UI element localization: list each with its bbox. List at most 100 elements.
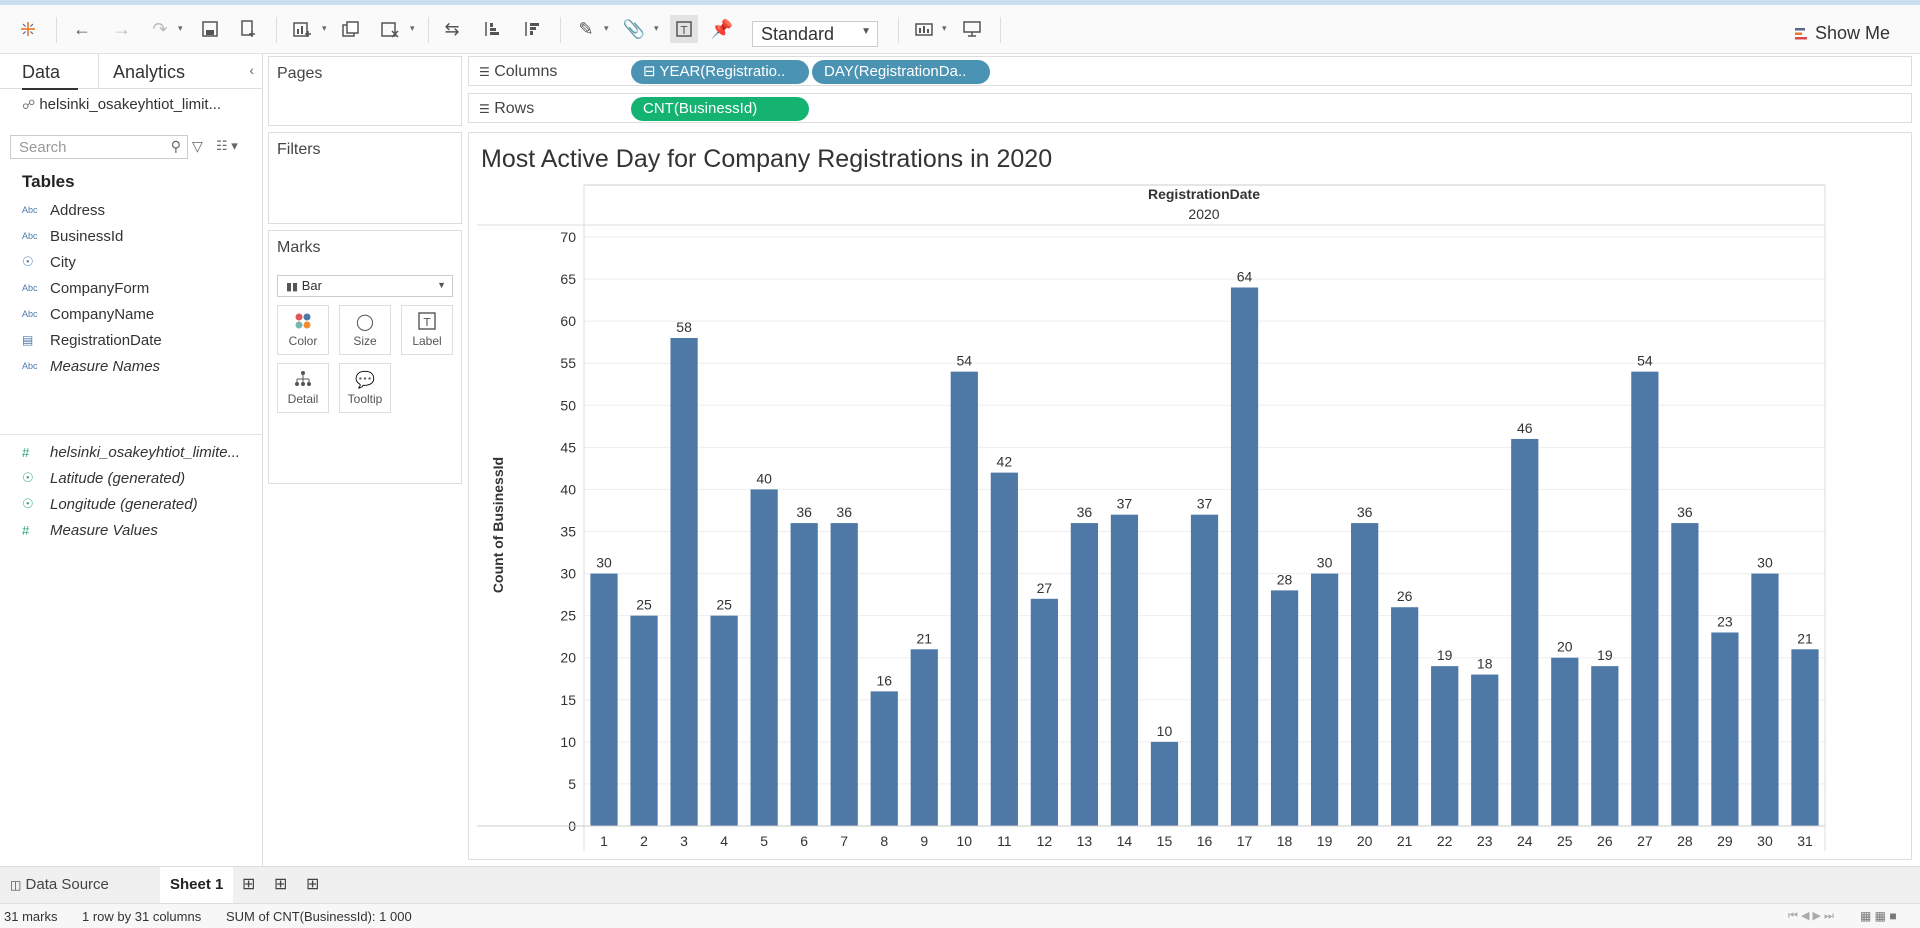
y-axis-title[interactable]: Count of BusinessId <box>490 457 506 593</box>
x-tick-label[interactable]: 2 <box>640 833 648 849</box>
size-button[interactable]: ◯ Size <box>339 305 391 355</box>
x-tick-label[interactable]: 25 <box>1557 833 1573 849</box>
x-tick-label[interactable]: 22 <box>1437 833 1453 849</box>
bar-day-29[interactable] <box>1711 632 1739 826</box>
x-tick-label[interactable]: 19 <box>1317 833 1333 849</box>
field-count-measure[interactable]: # helsinki_osakeyhtiot_limite... <box>22 440 240 464</box>
undo-icon[interactable]: ← <box>73 18 91 39</box>
bar-day-14[interactable] <box>1110 514 1139 826</box>
x-tick-label[interactable]: 15 <box>1157 833 1173 849</box>
x-tick-label[interactable]: 28 <box>1677 833 1693 849</box>
new-worksheet-icon[interactable] <box>288 15 316 43</box>
x-tick-label[interactable]: 9 <box>920 833 928 849</box>
field-businessid[interactable]: Abc BusinessId <box>22 224 123 248</box>
bar-day-30[interactable] <box>1751 573 1779 826</box>
group-members-icon[interactable]: 📎 <box>622 18 646 39</box>
field-city[interactable]: ☉ City <box>22 250 76 274</box>
sort-ascending-icon[interactable] <box>478 15 506 43</box>
bar-day-7[interactable] <box>830 523 858 826</box>
clear-sheet-dropdown-icon[interactable]: ▾ <box>410 23 415 33</box>
bar-day-23[interactable] <box>1471 674 1499 826</box>
x-tick-label[interactable]: 16 <box>1197 833 1213 849</box>
x-tick-label[interactable]: 12 <box>1037 833 1053 849</box>
replay-dropdown-icon[interactable]: ▾ <box>178 23 183 33</box>
bar-day-4[interactable] <box>710 615 738 826</box>
x-tick-label[interactable]: 6 <box>800 833 808 849</box>
collapse-pane-icon[interactable]: ‹ <box>249 62 254 78</box>
x-tick-label[interactable]: 1 <box>600 833 608 849</box>
x-tick-label[interactable]: 20 <box>1357 833 1373 849</box>
show-mark-labels-icon[interactable]: T <box>670 15 698 43</box>
new-datasource-icon[interactable] <box>234 15 262 43</box>
new-worksheet-dropdown-icon[interactable]: ▾ <box>322 23 327 33</box>
bar-day-6[interactable] <box>790 523 818 826</box>
tableau-logo-icon[interactable] <box>14 15 42 43</box>
bar-day-18[interactable] <box>1270 590 1299 826</box>
search-input[interactable]: Search ⚲ <box>10 135 188 159</box>
sheet-tab[interactable]: Sheet 1 <box>160 867 234 903</box>
field-address[interactable]: Abc Address <box>22 198 105 222</box>
columns-shelf[interactable]: ☰ Columns ⊟ YEAR(Registratio.. DAY(Regis… <box>468 56 1912 86</box>
redo-icon[interactable]: → <box>113 18 131 39</box>
bar-day-5[interactable] <box>750 489 778 826</box>
x-tick-label[interactable]: 30 <box>1757 833 1773 849</box>
bar-day-22[interactable] <box>1431 666 1459 826</box>
bar-day-10[interactable] <box>950 371 978 826</box>
replay-icon[interactable]: ↷ <box>152 18 168 39</box>
group-dropdown-icon[interactable]: ▾ <box>654 23 659 33</box>
new-dashboard-icon[interactable]: ⊞ <box>274 876 288 893</box>
x-tick-label[interactable]: 3 <box>680 833 688 849</box>
field-measure-names[interactable]: Abc Measure Names <box>22 354 160 378</box>
field-companyname[interactable]: Abc CompanyName <box>22 302 154 326</box>
tab-analytics[interactable]: Analytics <box>113 62 186 82</box>
show-cards-dropdown-icon[interactable]: ▾ <box>942 23 947 33</box>
x-tick-label[interactable]: 5 <box>760 833 768 849</box>
view-options-icon[interactable]: ☷ ▾ <box>216 138 238 153</box>
field-companyform[interactable]: Abc CompanyForm <box>22 276 149 300</box>
x-tick-label[interactable]: 8 <box>880 833 888 849</box>
field-longitude[interactable]: ☉ Longitude (generated) <box>22 492 198 516</box>
bar-day-28[interactable] <box>1671 523 1699 826</box>
bar-day-12[interactable] <box>1030 598 1058 826</box>
bar-day-1[interactable] <box>590 573 618 826</box>
fix-axes-pin-icon[interactable]: 📌 <box>710 18 734 39</box>
x-tick-label[interactable]: 4 <box>720 833 728 849</box>
rows-shelf[interactable]: ☰ Rows CNT(BusinessId) <box>468 93 1912 123</box>
bar-day-2[interactable] <box>630 615 658 826</box>
field-measure-values[interactable]: # Measure Values <box>22 518 158 542</box>
show-me-button[interactable]: Show Me <box>1794 23 1890 44</box>
pages-card[interactable]: Pages <box>268 56 462 126</box>
filter-icon[interactable]: ▽ <box>192 138 203 154</box>
bar-day-17[interactable] <box>1230 287 1259 826</box>
x-tick-label[interactable]: 10 <box>957 833 973 849</box>
datasource-item[interactable]: ☍ helsinki_osakeyhtiot_limit... <box>22 96 242 113</box>
bar-day-31[interactable] <box>1791 649 1819 826</box>
bar-day-19[interactable] <box>1310 573 1339 826</box>
bar-day-3[interactable] <box>670 337 698 826</box>
bar-day-26[interactable] <box>1591 666 1619 826</box>
column-header-value[interactable]: 2020 <box>1188 206 1219 222</box>
highlight-icon[interactable]: ✎ <box>578 18 594 39</box>
bar-day-24[interactable] <box>1511 438 1539 826</box>
filters-card[interactable]: Filters <box>268 132 462 224</box>
x-tick-label[interactable]: 11 <box>997 833 1012 849</box>
pill-day-registrationdate[interactable]: DAY(RegistrationDa.. <box>812 60 990 84</box>
clear-sheet-icon[interactable] <box>376 15 404 43</box>
bar-day-11[interactable] <box>990 472 1018 826</box>
x-tick-label[interactable]: 24 <box>1517 833 1533 849</box>
tab-data[interactable]: Data <box>22 54 78 90</box>
field-registrationdate[interactable]: ▤ RegistrationDate <box>22 328 162 352</box>
data-source-tab[interactable]: ◫ Data Source <box>10 876 109 893</box>
x-tick-label[interactable]: 7 <box>840 833 848 849</box>
bar-day-21[interactable] <box>1391 607 1419 826</box>
x-tick-label[interactable]: 23 <box>1477 833 1493 849</box>
bar-day-8[interactable] <box>870 691 898 826</box>
bar-day-15[interactable] <box>1150 741 1179 826</box>
x-tick-label[interactable]: 13 <box>1077 833 1093 849</box>
highlight-dropdown-icon[interactable]: ▾ <box>604 23 609 33</box>
x-tick-label[interactable]: 29 <box>1717 833 1733 849</box>
field-latitude[interactable]: ☉ Latitude (generated) <box>22 466 185 490</box>
x-tick-label[interactable]: 17 <box>1237 833 1253 849</box>
x-tick-label[interactable]: 31 <box>1797 833 1813 849</box>
show-cards-icon[interactable] <box>910 15 938 43</box>
